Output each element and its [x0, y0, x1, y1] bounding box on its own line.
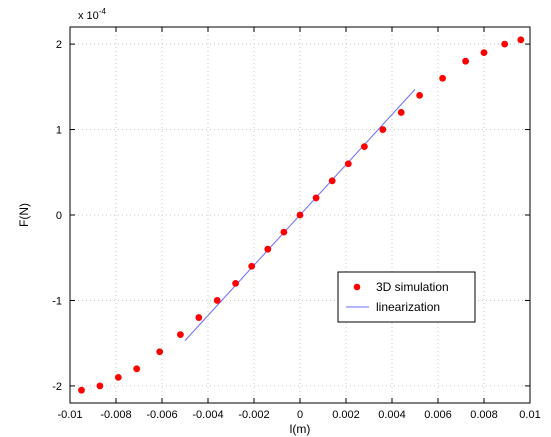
x-tick-label: 0.006 [424, 409, 452, 421]
legend-marker-3d-simulation [353, 283, 361, 291]
x-tick-label: 0 [297, 409, 303, 421]
y-tick-label: -1 [52, 295, 62, 307]
x-tick-label: -0.002 [238, 409, 269, 421]
y-tick-label: 2 [56, 39, 62, 51]
y-axis-label: F(N) [17, 203, 31, 227]
y-axis-exponent: x 10-4 [78, 7, 106, 22]
simulation-point [78, 386, 85, 394]
simulation-point [397, 109, 405, 116]
simulation-point [280, 228, 288, 236]
x-tick-label: -0.008 [100, 409, 131, 421]
ticks: -0.01 -0.008 -0.006 -0.004 -0.002 0 0.002 0.004… [52, 27, 541, 421]
x-tick-label: 0.004 [378, 409, 406, 421]
simulation-point [232, 279, 240, 287]
simulation-point [248, 262, 256, 270]
simulation-points-layer [78, 36, 525, 394]
simulation-point [480, 49, 488, 57]
simulation-point [177, 331, 184, 339]
simulation-point [416, 91, 423, 99]
x-tick-label: -0.006 [146, 409, 177, 421]
simulation-point [96, 382, 104, 390]
y-tick-label: -2 [52, 381, 62, 393]
simulation-point [264, 245, 272, 253]
x-tick-label: -0.004 [192, 409, 223, 421]
simulation-point [439, 74, 446, 82]
y-exponent-power: -4 [99, 7, 107, 16]
simulation-point [213, 297, 221, 304]
x-tick-label: 0.008 [470, 409, 498, 421]
x-tick-label: 0.002 [332, 409, 360, 421]
y-tick-label: 1 [56, 125, 62, 137]
grid [70, 27, 530, 403]
simulation-point [344, 160, 352, 168]
simulation-point [133, 365, 141, 373]
simulation-point [312, 194, 320, 202]
simulation-point [114, 373, 122, 381]
simulation-point [156, 348, 164, 356]
simulation-point [501, 40, 509, 48]
simulation-point [328, 177, 336, 185]
simulation-point [462, 57, 469, 65]
x-tick-label: 0.01 [519, 409, 540, 421]
simulation-point [195, 314, 203, 321]
y-exponent-base: x 10 [78, 10, 99, 22]
x-tick-label: -0.01 [57, 409, 82, 421]
simulation-point [379, 126, 387, 133]
y-tick-label: 0 [56, 210, 62, 222]
simulation-point [361, 143, 368, 151]
legend-box [337, 271, 476, 323]
x-axis-label: l(m) [290, 422, 311, 436]
legend-label-linearization: linearization [376, 300, 440, 314]
legend-label-3d-simulation: 3D simulation [376, 280, 449, 294]
simulation-point [296, 211, 304, 219]
legend: 3D simulation linearization [337, 271, 476, 323]
simulation-point [517, 36, 525, 44]
